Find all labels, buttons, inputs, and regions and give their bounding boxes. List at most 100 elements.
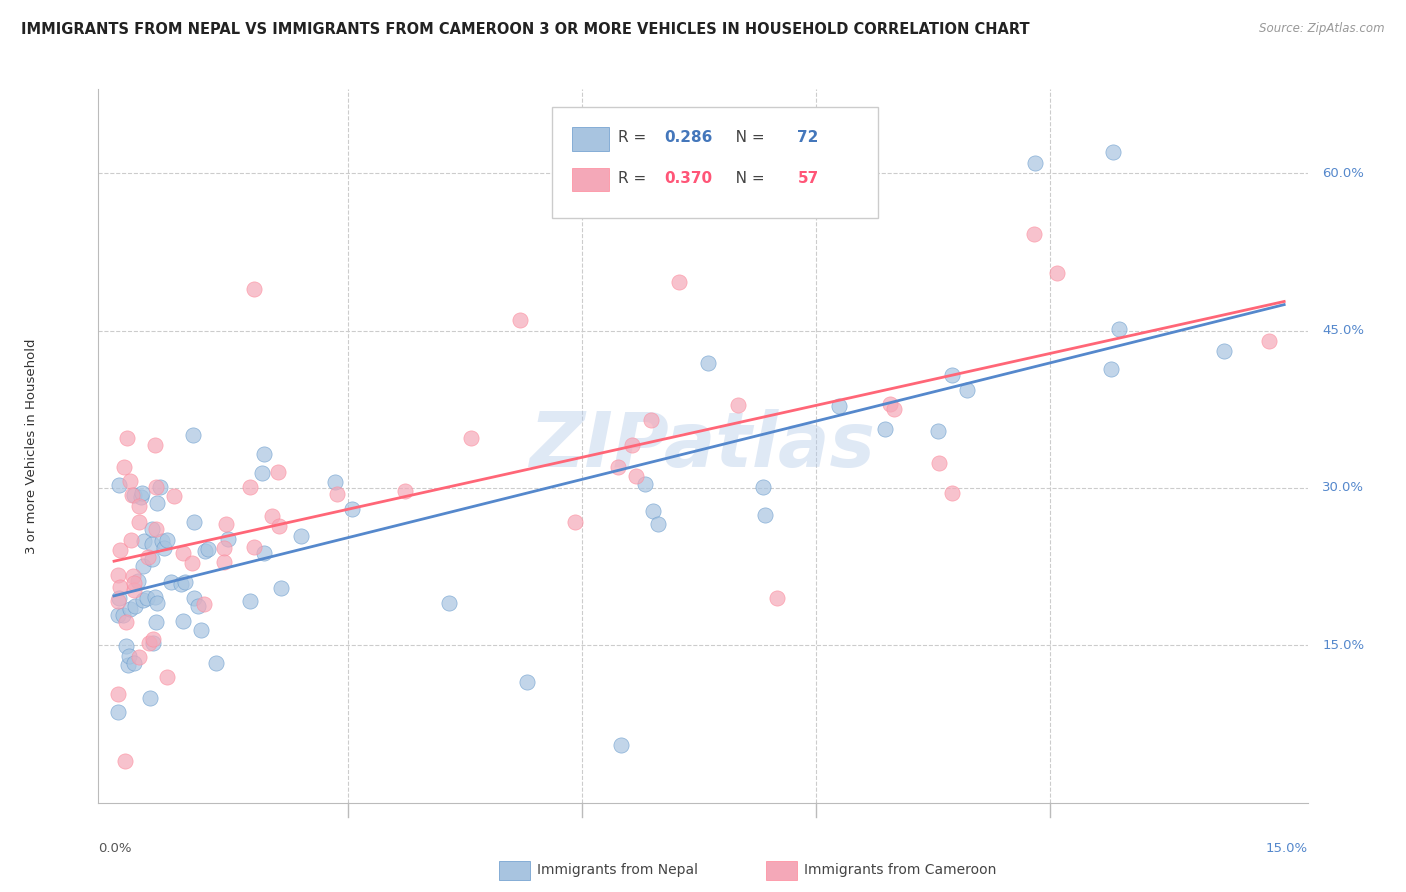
- Text: Source: ZipAtlas.com: Source: ZipAtlas.com: [1260, 22, 1385, 36]
- Point: [172, 546, 194, 560]
- Point: [1108, 322, 1130, 336]
- Text: IMMIGRANTS FROM NEPAL VS IMMIGRANTS FROM CAMEROON 3 OR MORE VEHICLES IN HOUSEHOL: IMMIGRANTS FROM NEPAL VS IMMIGRANTS FROM…: [21, 22, 1029, 37]
- Point: [108, 478, 131, 492]
- Point: [136, 549, 159, 564]
- Point: [128, 515, 150, 529]
- Text: 30.0%: 30.0%: [1322, 482, 1364, 494]
- Point: [766, 591, 789, 606]
- Point: [107, 608, 129, 623]
- Point: [156, 533, 179, 547]
- Point: [111, 608, 134, 623]
- Point: [340, 502, 363, 516]
- Text: N =: N =: [721, 130, 769, 145]
- Point: [1257, 334, 1279, 348]
- Point: [239, 480, 262, 494]
- Point: [128, 649, 150, 664]
- Point: [194, 544, 217, 558]
- Point: [323, 475, 346, 489]
- Point: [139, 690, 162, 705]
- Point: [326, 487, 349, 501]
- Point: [150, 534, 173, 549]
- Point: [107, 591, 129, 606]
- Point: [1046, 266, 1069, 280]
- Point: [115, 615, 138, 629]
- Point: [136, 591, 159, 606]
- Point: [110, 580, 132, 594]
- FancyBboxPatch shape: [572, 168, 609, 191]
- Point: [1099, 362, 1122, 376]
- Point: [727, 398, 749, 412]
- Point: [114, 754, 136, 768]
- Point: [132, 533, 155, 548]
- Point: [634, 477, 657, 491]
- Point: [127, 574, 149, 589]
- Point: [129, 490, 152, 504]
- Point: [212, 541, 235, 556]
- Point: [141, 522, 163, 536]
- Point: [460, 431, 482, 445]
- Point: [253, 448, 276, 462]
- Point: [132, 593, 155, 607]
- Point: [668, 275, 690, 289]
- Point: [122, 576, 145, 591]
- Point: [115, 640, 138, 654]
- Text: ZIPatlas: ZIPatlas: [530, 409, 876, 483]
- Text: Immigrants from Nepal: Immigrants from Nepal: [537, 863, 699, 877]
- Text: R =: R =: [619, 130, 651, 145]
- Point: [187, 599, 209, 613]
- Point: [239, 594, 262, 608]
- Point: [122, 569, 145, 583]
- Point: [509, 313, 531, 327]
- Point: [956, 383, 979, 397]
- Point: [183, 591, 205, 606]
- FancyBboxPatch shape: [551, 107, 879, 218]
- Point: [270, 581, 292, 595]
- Point: [124, 599, 146, 614]
- Point: [262, 509, 284, 524]
- Point: [120, 533, 142, 547]
- Text: 0.370: 0.370: [664, 171, 713, 186]
- Point: [643, 504, 665, 518]
- Point: [564, 515, 586, 529]
- Point: [1213, 344, 1236, 359]
- Point: [181, 556, 204, 570]
- Text: 45.0%: 45.0%: [1322, 324, 1364, 337]
- Point: [610, 738, 633, 752]
- Point: [941, 486, 963, 500]
- Point: [290, 529, 312, 543]
- Point: [172, 615, 194, 629]
- Point: [267, 519, 290, 533]
- Text: 15.0%: 15.0%: [1322, 639, 1364, 652]
- Point: [132, 559, 155, 574]
- Point: [437, 596, 460, 610]
- Point: [190, 623, 212, 637]
- Text: 15.0%: 15.0%: [1265, 842, 1308, 855]
- Point: [640, 413, 662, 427]
- Point: [143, 590, 166, 604]
- Point: [516, 675, 538, 690]
- Point: [149, 480, 172, 494]
- Text: 0.0%: 0.0%: [98, 842, 132, 855]
- Point: [107, 568, 129, 582]
- Point: [112, 459, 135, 474]
- Point: [142, 636, 165, 650]
- Point: [143, 438, 166, 452]
- Text: 57: 57: [797, 171, 818, 186]
- Point: [121, 488, 143, 502]
- Point: [250, 467, 273, 481]
- FancyBboxPatch shape: [572, 127, 609, 151]
- Point: [122, 657, 145, 671]
- Point: [110, 543, 132, 558]
- Point: [941, 368, 963, 382]
- Point: [146, 596, 169, 610]
- Point: [879, 397, 901, 411]
- Point: [183, 515, 205, 529]
- Point: [117, 658, 139, 673]
- Point: [128, 500, 150, 514]
- Point: [647, 516, 669, 531]
- Point: [621, 438, 644, 452]
- Point: [754, 508, 776, 522]
- Point: [107, 687, 129, 701]
- Point: [927, 425, 949, 439]
- Point: [243, 541, 266, 555]
